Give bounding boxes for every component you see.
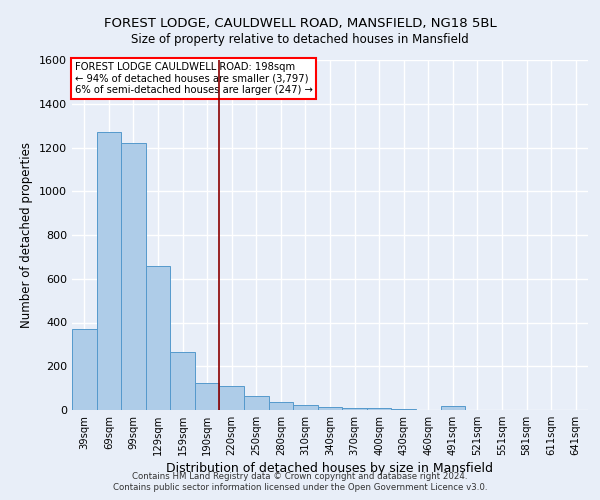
Bar xyxy=(367,408,391,410)
Bar xyxy=(72,329,97,410)
Text: FOREST LODGE CAULDWELL ROAD: 198sqm
← 94% of detached houses are smaller (3,797): FOREST LODGE CAULDWELL ROAD: 198sqm ← 94… xyxy=(74,62,313,95)
Text: Contains public sector information licensed under the Open Government Licence v3: Contains public sector information licen… xyxy=(113,484,487,492)
Bar xyxy=(121,143,146,410)
Bar xyxy=(220,386,244,410)
Bar xyxy=(269,402,293,410)
Bar xyxy=(146,266,170,410)
Text: Contains HM Land Registry data © Crown copyright and database right 2024.: Contains HM Land Registry data © Crown c… xyxy=(132,472,468,481)
Bar xyxy=(97,132,121,410)
Bar xyxy=(244,396,269,410)
Bar xyxy=(195,382,220,410)
Bar xyxy=(342,408,367,410)
Bar xyxy=(293,404,318,410)
Y-axis label: Number of detached properties: Number of detached properties xyxy=(20,142,34,328)
X-axis label: Distribution of detached houses by size in Mansfield: Distribution of detached houses by size … xyxy=(167,462,493,475)
Text: FOREST LODGE, CAULDWELL ROAD, MANSFIELD, NG18 5BL: FOREST LODGE, CAULDWELL ROAD, MANSFIELD,… xyxy=(104,18,496,30)
Bar xyxy=(170,352,195,410)
Bar xyxy=(440,406,465,410)
Bar xyxy=(391,409,416,410)
Text: Size of property relative to detached houses in Mansfield: Size of property relative to detached ho… xyxy=(131,32,469,46)
Bar xyxy=(318,406,342,410)
